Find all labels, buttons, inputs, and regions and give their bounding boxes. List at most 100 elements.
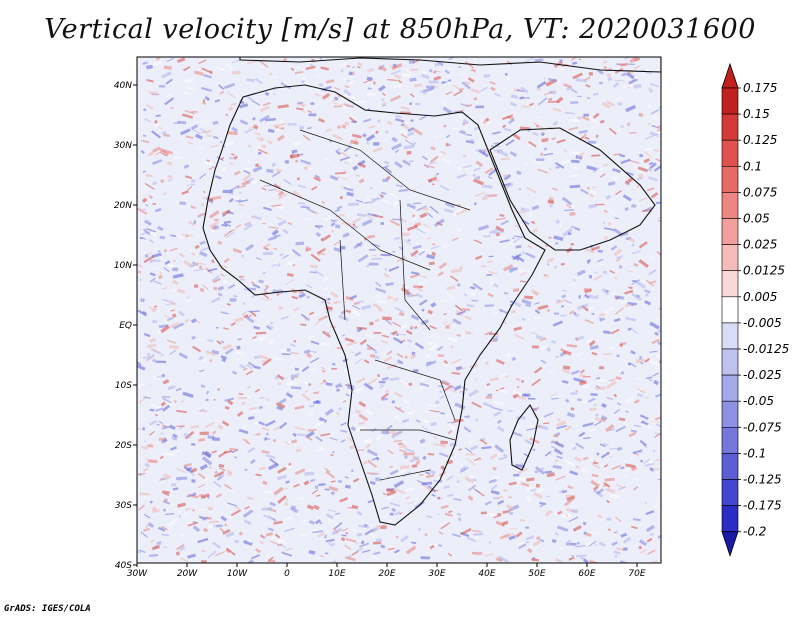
field-speckle [142,355,151,360]
field-speckle [543,274,547,277]
field-speckle [493,515,500,519]
field-speckle [344,476,349,479]
field-speckle [490,86,496,92]
field-speckle [595,386,606,391]
field-speckle [606,499,610,504]
field-speckle [633,263,639,267]
field-speckle [506,76,511,82]
field-speckle [198,515,206,520]
field-speckle [232,248,243,254]
field-speckle [548,77,558,83]
field-speckle [162,298,174,304]
field-speckle [191,179,196,183]
field-speckle [214,218,219,221]
field-speckle [300,533,309,537]
field-speckle [328,485,339,492]
field-speckle [579,373,586,379]
field-speckle [391,136,398,143]
field-speckle [313,504,320,511]
field-speckle [367,347,373,350]
field-speckle [605,194,612,200]
field-speckle [238,364,246,370]
field-speckle [362,549,371,553]
field-speckle [215,66,225,71]
field-speckle [571,487,575,491]
field-speckle [538,424,549,431]
field-speckle [185,235,189,238]
field-speckle [278,398,287,405]
field-speckle [239,103,249,109]
field-speckle [336,147,341,153]
field-speckle [350,351,355,353]
field-speckle [206,134,212,138]
field-speckle [452,318,462,325]
field-speckle [224,223,231,227]
field-speckle [514,333,525,340]
field-speckle [229,298,237,302]
field-speckle [394,306,404,313]
field-speckle [418,527,422,531]
field-speckle [475,535,480,541]
field-speckle [394,161,403,169]
field-speckle [527,397,536,400]
field-speckle [336,103,341,107]
field-speckle [616,255,623,260]
field-speckle [604,488,609,491]
field-speckle [279,253,284,257]
field-speckle [575,390,578,393]
field-speckle [153,233,157,238]
field-speckle [432,243,436,246]
field-speckle [358,159,366,166]
field-speckle [282,228,289,235]
field-speckle [633,65,640,70]
field-speckle [429,342,439,352]
field-speckle [368,125,376,129]
field-speckle [143,468,148,472]
field-speckle [532,160,542,164]
field-speckle [500,373,508,377]
field-speckle [409,77,417,82]
field-speckle [243,168,252,171]
field-speckle [655,158,661,162]
field-speckle [613,531,617,534]
field-speckle [211,274,220,283]
field-speckle [496,425,505,433]
field-speckle [274,125,283,133]
field-speckle [419,382,429,387]
field-speckle [251,554,260,560]
field-speckle [176,476,188,481]
field-speckle [649,162,657,169]
field-speckle [262,242,271,250]
field-speckle [536,116,541,119]
field-speckle [313,400,321,405]
field-speckle [311,489,319,495]
field-speckle [427,404,439,407]
field-speckle [337,94,341,98]
field-speckle [378,65,387,72]
field-speckle [411,213,416,218]
field-speckle [521,250,526,255]
field-speckle [580,369,585,374]
field-speckle [366,92,377,96]
field-speckle [629,57,640,64]
field-speckle [481,184,493,189]
field-speckle [440,440,449,445]
field-speckle [336,205,343,210]
field-speckle [524,295,534,300]
field-speckle [599,317,606,322]
field-speckle [343,102,354,109]
field-speckle [561,305,565,308]
field-speckle [488,478,497,484]
field-speckle [163,249,168,253]
field-speckle [169,344,180,350]
field-speckle [188,248,199,257]
field-speckle [239,99,245,105]
field-speckle [292,263,296,267]
field-speckle [419,299,428,306]
field-speckle [232,196,240,201]
field-speckle [588,339,596,347]
field-speckle [187,521,199,527]
field-speckle [502,114,514,121]
field-speckle [519,96,524,100]
field-speckle [403,144,415,150]
